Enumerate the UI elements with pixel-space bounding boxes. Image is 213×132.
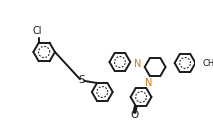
Text: N: N xyxy=(145,78,152,88)
Text: N: N xyxy=(134,59,141,69)
Text: O: O xyxy=(130,110,138,120)
Text: Cl: Cl xyxy=(32,26,42,36)
Text: CH₃: CH₃ xyxy=(202,58,213,67)
Text: S: S xyxy=(79,75,85,85)
